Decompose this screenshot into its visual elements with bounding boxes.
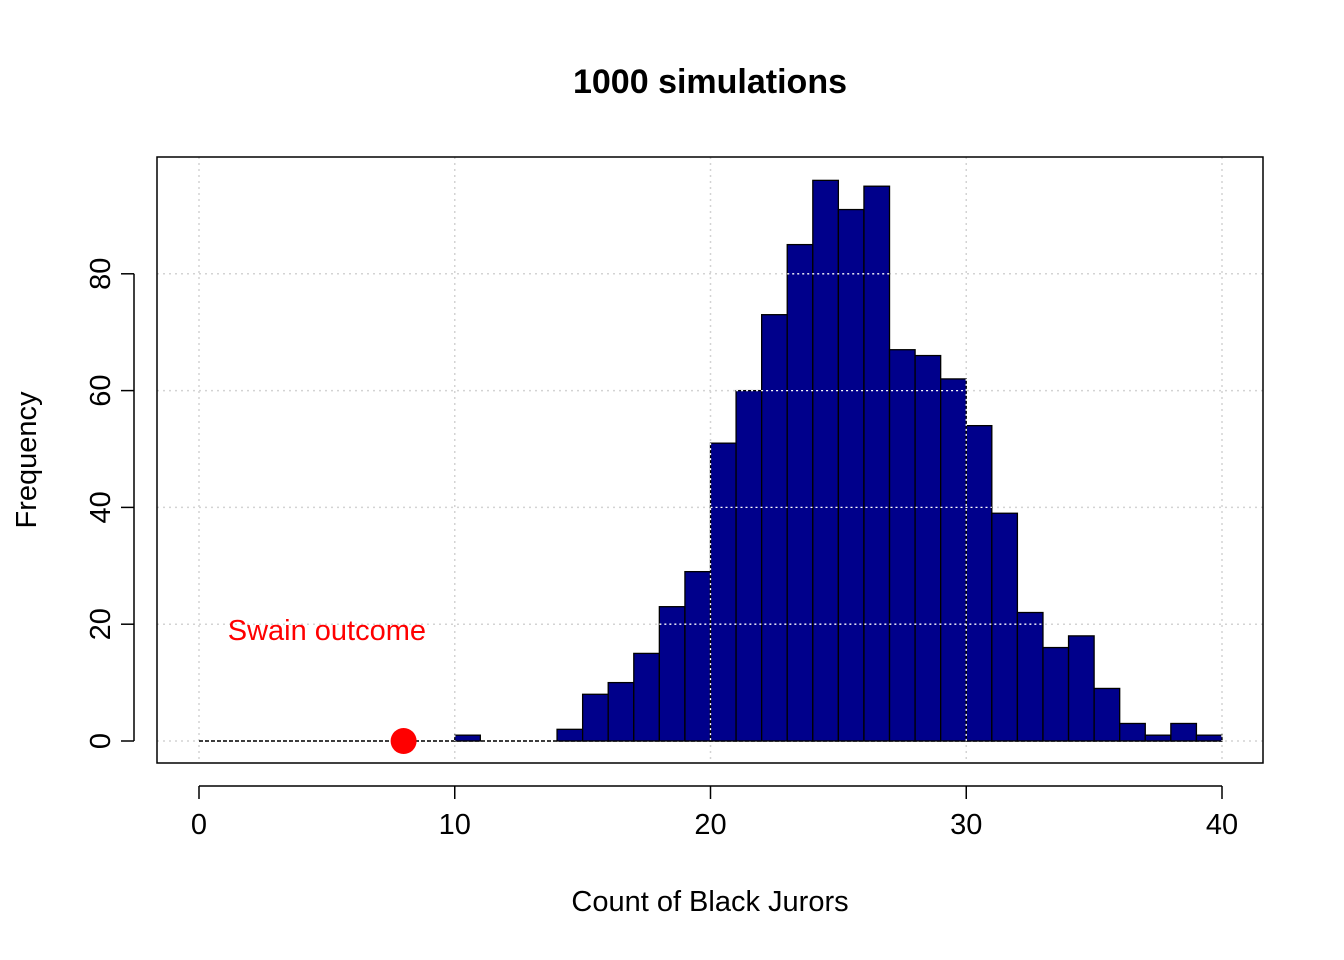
grid-overlay	[454, 273, 1223, 741]
swain-outcome-marker	[390, 728, 417, 754]
y-axis-label: Frequency	[11, 391, 43, 529]
y-axis: 0 20 40 60 80	[85, 258, 135, 749]
histogram-bar	[1016, 611, 1044, 742]
histogram-bar	[1119, 722, 1146, 742]
histogram-bar	[1170, 722, 1198, 742]
histogram-bar	[1144, 734, 1172, 742]
histogram-bar	[556, 728, 584, 742]
histogram-bar	[761, 314, 788, 742]
plot-frame	[156, 156, 1264, 764]
y-tick-label: 80	[85, 258, 117, 290]
x-tick-label: 30	[950, 809, 982, 841]
x-tick-label: 0	[191, 809, 207, 841]
y-tick-label: 40	[85, 491, 117, 523]
x-axis: 0 10 20 30 40	[191, 785, 1238, 841]
histogram-bar	[658, 606, 686, 742]
x-tick-label: 10	[439, 809, 471, 841]
histogram-bar	[454, 734, 481, 742]
y-tick-label: 20	[85, 608, 117, 640]
histogram-bar	[1067, 635, 1095, 742]
x-tick-label: 40	[1206, 809, 1238, 841]
y-tick-label: 0	[85, 733, 117, 749]
histogram-bar	[812, 179, 840, 742]
histogram-bar	[684, 570, 712, 742]
histogram-bar	[735, 389, 763, 742]
y-tick-label: 60	[85, 374, 117, 406]
histogram-bar	[837, 208, 865, 742]
histogram-bar	[888, 349, 916, 742]
histogram-bar	[914, 354, 942, 742]
histogram-bar	[863, 185, 891, 742]
histogram-bar	[581, 693, 609, 742]
histogram-bar	[633, 652, 661, 742]
x-axis-label: Count of Black Jurors	[571, 886, 848, 918]
histogram-bar	[940, 378, 967, 742]
chart-title: 1000 simulations	[573, 63, 847, 101]
histogram-bar	[709, 442, 737, 742]
histogram-bar	[607, 681, 635, 742]
histogram-bar	[1195, 734, 1223, 742]
histogram-bars	[454, 179, 1223, 742]
histogram-bar	[1042, 646, 1070, 742]
histogram-bar	[786, 243, 814, 742]
swain-outcome-label: Swain outcome	[228, 615, 426, 647]
histogram-bar	[965, 424, 993, 742]
swain-marker-layer	[390, 728, 417, 754]
x-tick-label: 20	[694, 809, 726, 841]
histogram-bar	[1093, 687, 1121, 742]
histogram-bar	[991, 512, 1019, 742]
